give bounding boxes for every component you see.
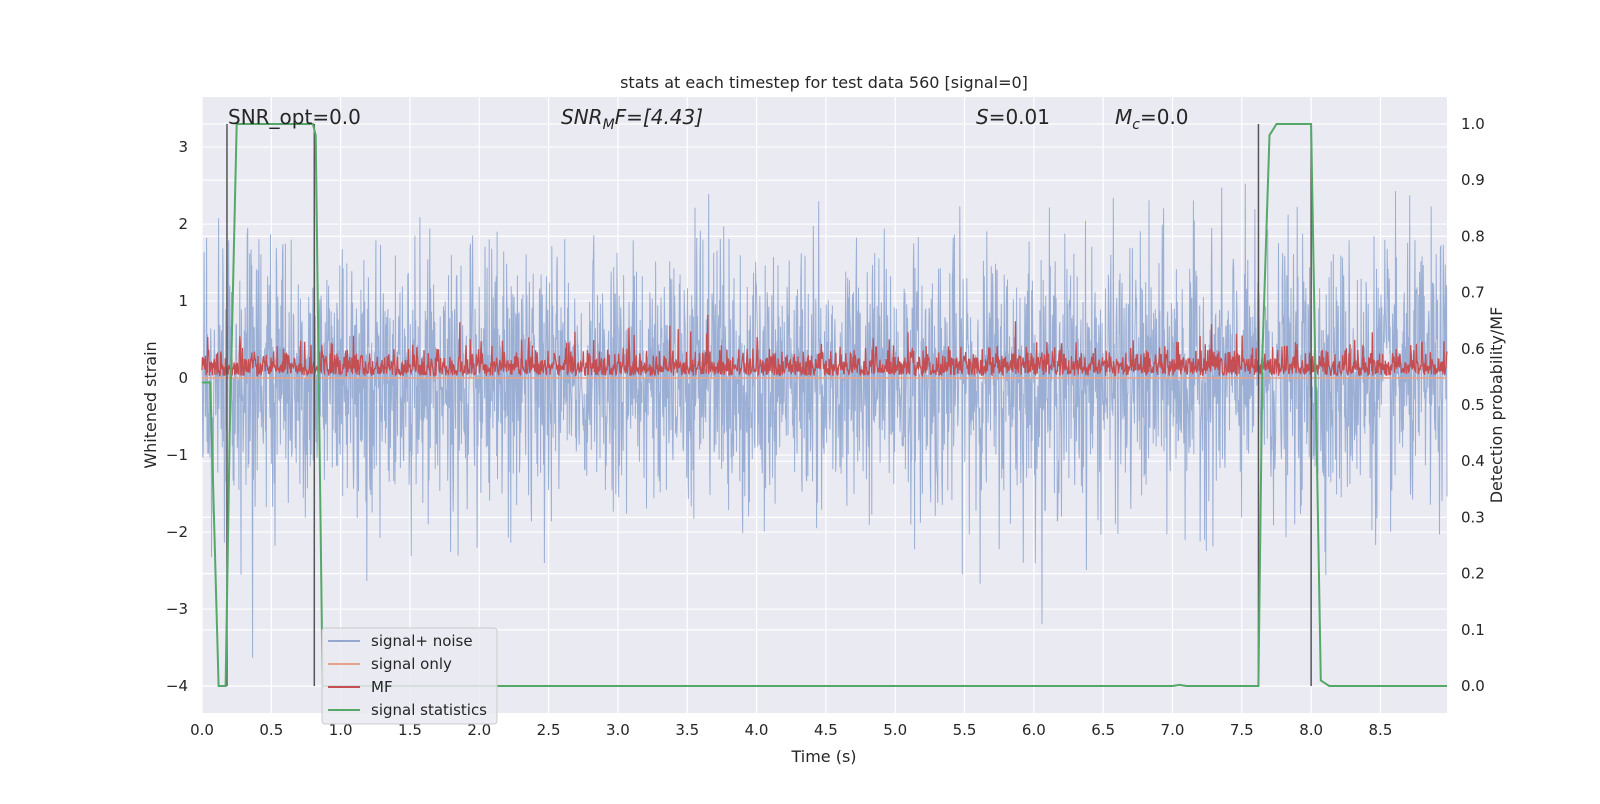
y-left-tick-label: 3	[178, 138, 188, 156]
series-mf	[201, 314, 1448, 378]
y-left-tick-label: 1	[178, 292, 188, 310]
x-tick-label: 7.5	[1230, 721, 1254, 739]
y-right-tick-label: 0.5	[1461, 396, 1485, 414]
x-tick-label: 4.0	[745, 721, 769, 739]
series-signal-statistics	[202, 123, 1447, 687]
annotation-snr-opt: SNR_opt=0.0	[228, 105, 361, 129]
y-left-tick-label: −3	[166, 600, 188, 618]
y-right-tick-label: 0.4	[1461, 452, 1485, 470]
annotation-s: S=0.01	[976, 105, 1050, 129]
y-right-tick-labels: 1.0 0.9 0.8 0.7 0.6 0.5 0.4 0.3 0.2 0.1 0.0	[1461, 115, 1485, 695]
x-tick-label: 7.0	[1161, 721, 1185, 739]
chart-title: stats at each timestep for test data 560…	[620, 73, 1028, 92]
y-right-tick-label: 0.3	[1461, 508, 1485, 526]
x-tick-label: 1.0	[329, 721, 353, 739]
mf-line	[201, 314, 1448, 378]
legend-box	[321, 627, 498, 725]
x-tick-label: 2.0	[467, 721, 491, 739]
y-right-tick-label: 0.7	[1461, 284, 1485, 302]
legend-label-mf: MF	[371, 678, 393, 696]
y-right-tick-label: 1.0	[1461, 115, 1485, 133]
y-left-tick-label: 2	[178, 215, 188, 233]
x-axis-label: Time (s)	[790, 747, 856, 766]
x-tick-label: 5.5	[953, 721, 977, 739]
y-right-tick-label: 0.6	[1461, 340, 1485, 358]
x-tick-label: 0.0	[190, 721, 214, 739]
x-tick-label: 8.5	[1369, 721, 1393, 739]
y-right-tick-label: 0.8	[1461, 227, 1485, 245]
x-tick-label: 1.5	[398, 721, 422, 739]
annotation-mc: Mc=0.0	[1115, 105, 1189, 133]
x-tick-label: 2.5	[537, 721, 561, 739]
legend-label-signal-statistics: signal statistics	[371, 701, 487, 719]
y-right-tick-label: 0.2	[1461, 565, 1485, 583]
legend: signal+ noise signal only MF signal stat…	[321, 627, 498, 725]
x-tick-label: 3.5	[675, 721, 699, 739]
x-tick-labels: 0.0 0.5 1.0 1.5 2.0 2.5 3.0 3.5 4.0 4.5 5.0 5.5 6.0 6…	[190, 721, 1392, 739]
y-right-tick-label: 0.0	[1461, 677, 1485, 695]
x-tick-label: 0.5	[259, 721, 283, 739]
x-tick-label: 3.0	[606, 721, 630, 739]
y-right-tick-label: 0.9	[1461, 171, 1485, 189]
y-axis-label-left: Whitened strain	[141, 341, 160, 468]
y-right-tick-label: 0.1	[1461, 621, 1485, 639]
y-left-tick-labels: 3 2 1 0 −1 −2 −3 −4	[166, 138, 188, 695]
x-tick-label: 6.0	[1022, 721, 1046, 739]
legend-label-signal-only: signal only	[371, 655, 452, 673]
x-tick-label: 6.5	[1091, 721, 1115, 739]
x-tick-label: 5.0	[883, 721, 907, 739]
annotation-snr-mf: SNRMF=[4.43]	[561, 105, 703, 133]
x-tick-label: 8.0	[1299, 721, 1323, 739]
legend-label-signal-noise: signal+ noise	[371, 632, 473, 650]
y-left-tick-label: −2	[166, 523, 188, 541]
x-tick-label: 4.5	[814, 721, 838, 739]
y-left-tick-label: −4	[166, 677, 188, 695]
vertical-markers	[226, 123, 1312, 687]
y-axis-label-right: Detection probability/MF	[1487, 307, 1506, 504]
signal-statistics-line	[202, 123, 1447, 687]
y-left-tick-label: 0	[178, 369, 188, 387]
y-left-tick-label: −1	[166, 446, 188, 464]
